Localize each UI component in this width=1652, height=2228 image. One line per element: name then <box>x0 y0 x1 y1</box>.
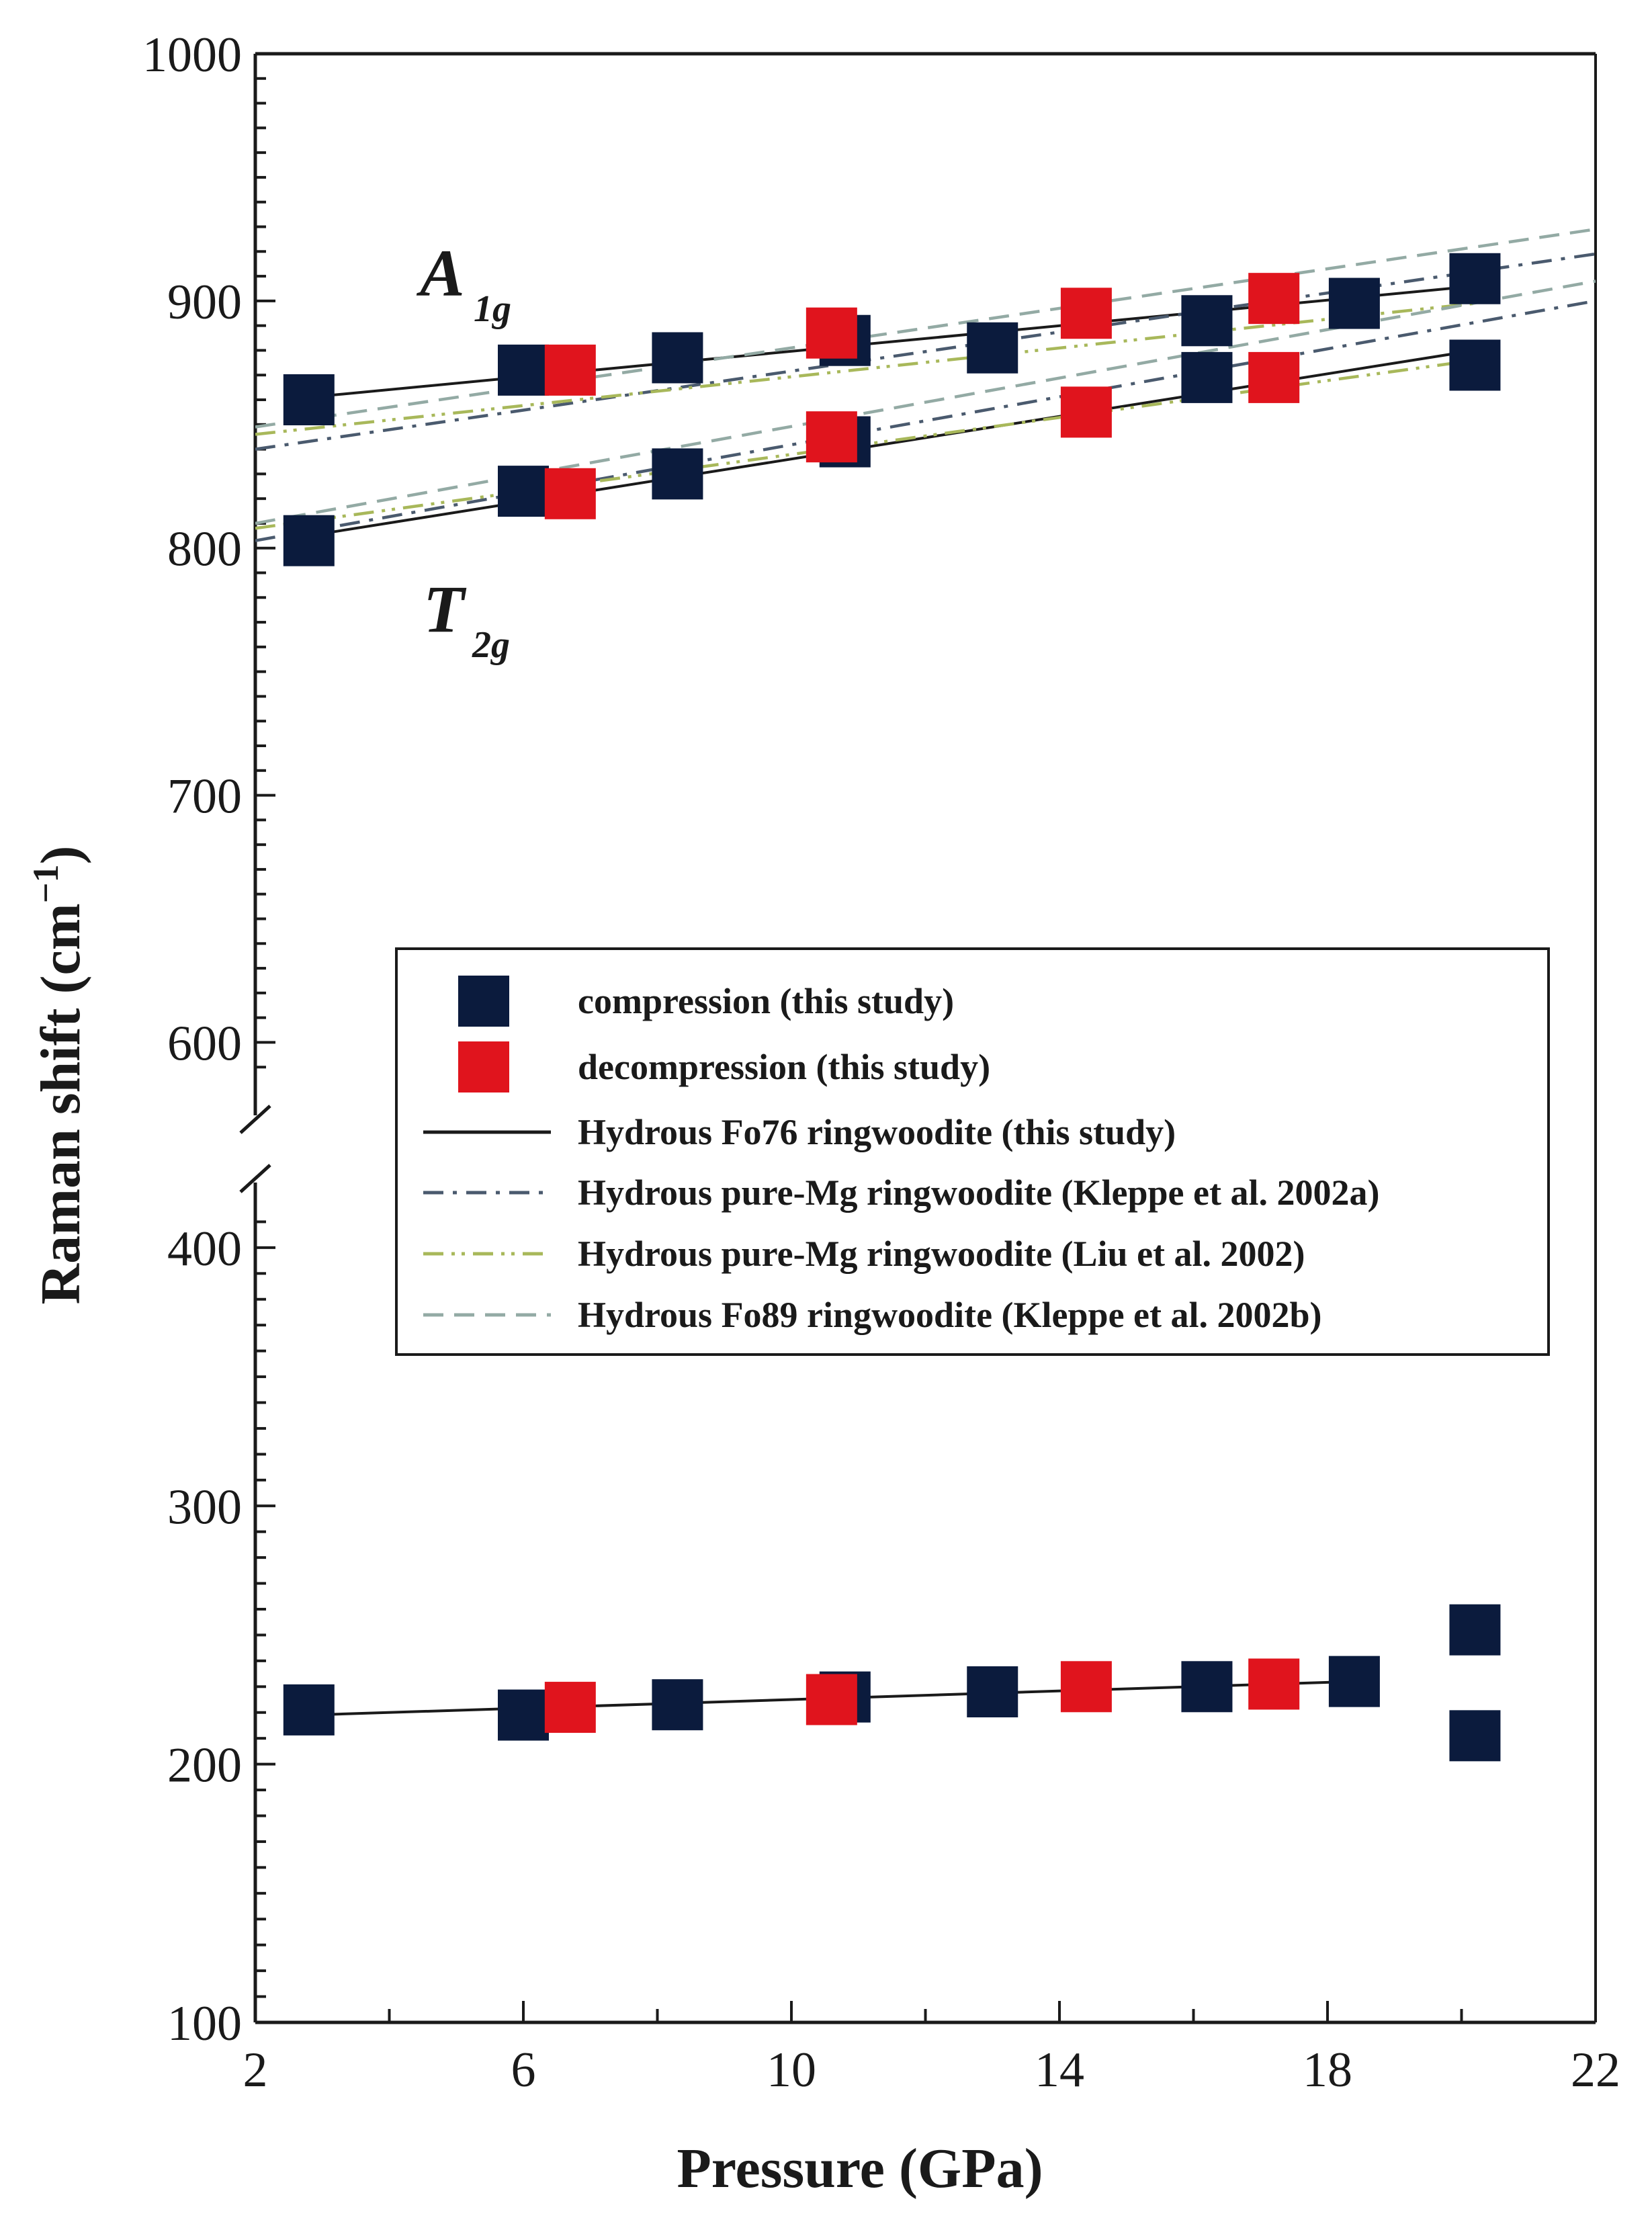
decompression-point <box>1060 1661 1112 1713</box>
compression-point <box>1328 1656 1380 1707</box>
legend-swatch-compression <box>458 976 509 1027</box>
compression-point <box>283 515 335 566</box>
fit-line-hydrous-pure-mg-ringwoodite-kleppe-et-al-2002a <box>255 299 1596 542</box>
decompression-point <box>806 1674 857 1725</box>
legend-items: compression (this study) decompression (t… <box>423 976 1379 1335</box>
fit-line-hydrous-fo89-ringwoodite-kleppe-et-al-2002b <box>255 227 1596 429</box>
x-tick-label: 6 <box>511 2043 536 2098</box>
compression-point <box>283 1684 335 1736</box>
compression-point <box>652 448 703 500</box>
compression-point <box>1449 253 1501 304</box>
mode-label-t2g-sub: 2g <box>472 624 510 666</box>
compression-point <box>1449 1710 1501 1762</box>
compression-point <box>1449 339 1501 391</box>
y-tick-label-upper: 800 <box>167 522 242 577</box>
mode-label-a1g-sub: 1g <box>474 288 511 330</box>
axis-break-mark-bottom <box>239 1164 271 1193</box>
y-tick-label-upper: 900 <box>167 275 242 330</box>
decompression-point <box>806 411 857 463</box>
legend-frame <box>395 947 1550 1356</box>
decompression-point <box>1060 288 1112 339</box>
mode-label-t2g: T 2g <box>423 572 510 666</box>
legend-label: decompression (this study) <box>578 1047 990 1087</box>
fit-line-hydrous-fo76-ringwoodite-this-study <box>308 349 1475 538</box>
decompression-point <box>806 307 857 359</box>
fit-line-hydrous-pure-mg-ringwoodite-liu-et-al-2002 <box>255 302 1475 436</box>
compression-point <box>652 332 703 384</box>
axes: 2 6 10 14 18 22 600 700 800 900 1000 100 200 300 400 <box>142 28 1620 2098</box>
compression-point <box>498 344 549 396</box>
mode-label-a1g: A 1g <box>416 236 511 330</box>
y-tick-label-lower: 300 <box>167 1480 242 1535</box>
y-tick-label-upper: 700 <box>167 769 242 824</box>
x-tick-label: 2 <box>243 2043 268 2098</box>
decompression-point <box>1248 351 1300 403</box>
decompression-point <box>544 344 596 396</box>
legend-label: compression (this study) <box>578 981 954 1021</box>
legend-label: Hydrous Fo76 ringwoodite (this study) <box>578 1112 1176 1152</box>
compression-point <box>498 1689 549 1741</box>
compression-point <box>498 466 549 517</box>
axis-break-mark-top <box>239 1105 271 1134</box>
data-markers <box>283 253 1501 1762</box>
compression-point <box>967 322 1018 374</box>
x-axis-title: Pressure (GPa) <box>677 2137 1043 2200</box>
mode-label-t2g-main: T <box>423 572 467 646</box>
legend-swatch-decompression <box>458 1041 509 1092</box>
y-tick-label-upper: 600 <box>167 1016 242 1071</box>
legend: compression (this study) decompression (t… <box>395 947 1550 1356</box>
decompression-point <box>544 468 596 519</box>
decompression-point <box>544 1682 596 1733</box>
fit-line-hydrous-fo89-ringwoodite-kleppe-et-al-2002b <box>255 280 1596 525</box>
y-tick-label-lower: 100 <box>167 1996 242 2051</box>
decompression-point <box>1248 1658 1300 1710</box>
legend-label: Hydrous pure-Mg ringwoodite (Liu et al. … <box>578 1234 1305 1274</box>
y-axis-title: Raman shift (cm−1) <box>26 845 92 1304</box>
decompression-point <box>1060 386 1112 438</box>
y-axis-title-main: Raman shift (cm <box>30 903 92 1304</box>
compression-point <box>1328 277 1380 329</box>
x-tick-label: 14 <box>1035 2043 1084 2098</box>
compression-point <box>1181 295 1233 347</box>
compression-point <box>652 1679 703 1731</box>
x-tick-label: 10 <box>767 2043 816 2098</box>
decompression-point <box>1248 273 1300 325</box>
compression-point <box>1449 1604 1501 1656</box>
compression-point <box>1181 351 1233 403</box>
x-tick-label: 22 <box>1571 2043 1620 2098</box>
x-tick-label: 18 <box>1303 2043 1352 2098</box>
compression-point <box>967 1666 1018 1717</box>
compression-point <box>283 374 335 425</box>
legend-label: Hydrous pure-Mg ringwoodite (Kleppe et a… <box>578 1172 1379 1213</box>
y-tick-label-upper: 1000 <box>142 28 242 83</box>
y-axis-title-sup: −1 <box>26 864 66 903</box>
legend-label: Hydrous Fo89 ringwoodite (Kleppe et al. … <box>578 1295 1322 1335</box>
y-tick-label-lower: 200 <box>167 1738 242 1793</box>
y-tick-label-lower: 400 <box>167 1222 242 1277</box>
y-axis-title-close: ) <box>30 845 92 864</box>
mode-label-a1g-main: A <box>416 236 465 310</box>
compression-point <box>1181 1661 1233 1713</box>
